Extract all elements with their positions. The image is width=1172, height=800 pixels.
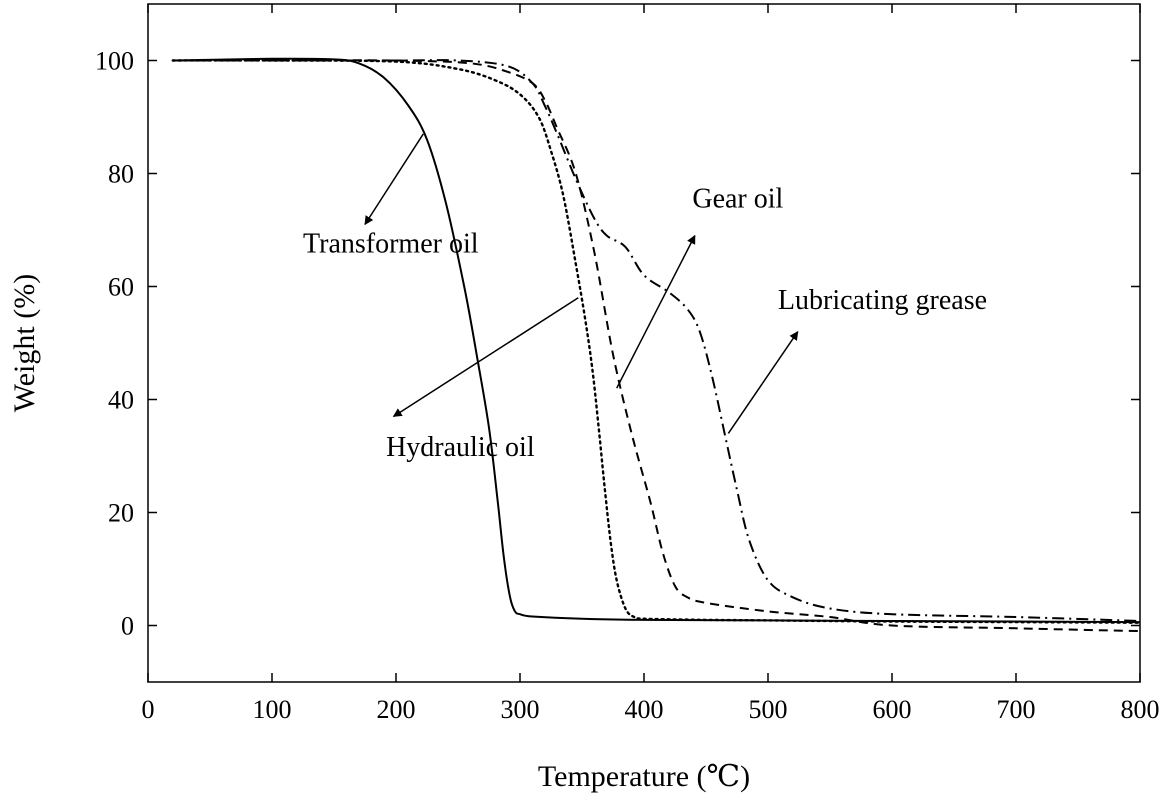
x-tick-label-200: 200 (377, 695, 416, 724)
annotation-layer: Transformer oil Hydraulic oil Gear oil Lubr… (303, 133, 987, 463)
annotation-label-transformer-oil: Transformer oil (303, 229, 479, 260)
annotation-arrow-transformer-oil (364, 133, 424, 226)
x-tick-label-500: 500 (749, 695, 788, 724)
series-line-hydraulic-oil (171, 59, 1142, 624)
series-layer (171, 57, 1142, 633)
y-tick-label-0: 0 (121, 612, 134, 641)
annotation-arrow-hydraulic-oil (392, 297, 579, 418)
annotation-arrow-gear-oil (616, 234, 696, 389)
x-tick-label-100: 100 (253, 695, 292, 724)
series-line-lubricating-grease (172, 59, 1141, 622)
x-axis-title: Temperature (℃) (538, 760, 750, 793)
y-tick-label-60: 60 (108, 273, 134, 302)
y-tick-label-80: 80 (108, 160, 134, 189)
x-tick-label-400: 400 (625, 695, 664, 724)
x-tick-label-700: 700 (997, 695, 1036, 724)
plot-frame (147, 3, 1141, 683)
y-tick-label-100: 100 (95, 47, 134, 76)
series-line-transformer-oil (172, 57, 1141, 624)
annotation-arrow-lubricating-grease (727, 330, 799, 434)
tick-layer: 0 100 200 300 400 500 600 700 800 0 20 40 60 80 100 (95, 4, 1160, 724)
series-line-gear-oil (172, 59, 1141, 633)
y-tick-label-40: 40 (108, 386, 134, 415)
y-tick-label-20: 20 (108, 499, 134, 528)
y-axis-title: Weight (%) (8, 274, 41, 412)
annotation-label-gear-oil: Gear oil (692, 183, 783, 214)
x-tick-label-0: 0 (142, 695, 155, 724)
annotation-label-lubricating-grease: Lubricating grease (778, 285, 987, 316)
x-tick-label-600: 600 (873, 695, 912, 724)
annotation-label-hydraulic-oil: Hydraulic oil (386, 432, 535, 463)
x-tick-label-300: 300 (501, 695, 540, 724)
x-tick-label-800: 800 (1121, 695, 1160, 724)
